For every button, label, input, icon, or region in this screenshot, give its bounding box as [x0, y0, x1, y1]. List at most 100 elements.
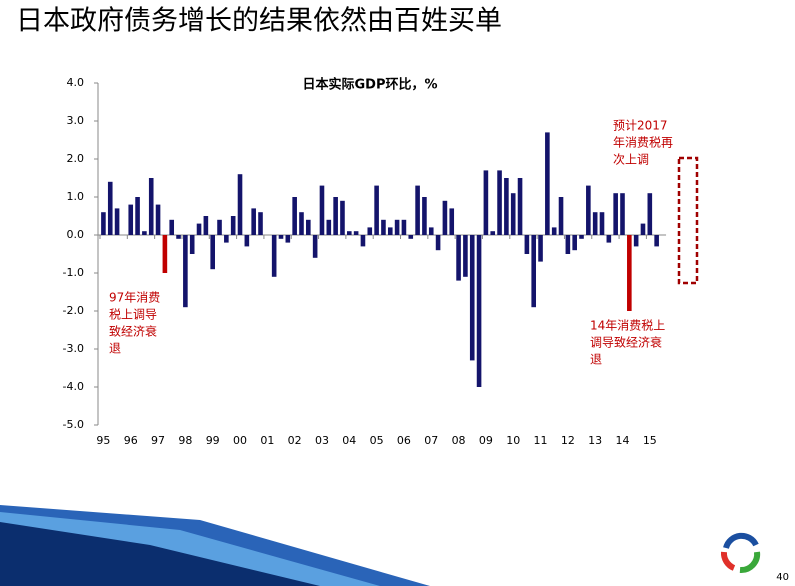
y-tick-label: 0.0 — [67, 228, 85, 241]
bar — [531, 235, 537, 308]
bar — [148, 178, 154, 235]
bar — [189, 235, 195, 254]
x-tick-label: 01 — [260, 434, 274, 447]
annotation: 预计2017 — [613, 119, 668, 133]
x-tick-label: 09 — [479, 434, 493, 447]
annotation: 税上调导 — [109, 308, 157, 322]
bar — [333, 197, 338, 235]
x-tick-label: 00 — [233, 434, 247, 447]
y-tick-label: 2.0 — [67, 152, 85, 165]
bar — [456, 235, 461, 281]
bar — [463, 235, 468, 277]
bar — [647, 193, 653, 235]
bar — [558, 197, 564, 235]
bar — [237, 174, 243, 235]
x-tick-label: 14 — [615, 434, 629, 447]
bar — [224, 235, 229, 243]
annotation: 退 — [109, 342, 121, 356]
y-tick-label: 4.0 — [67, 76, 85, 89]
bar — [374, 185, 379, 235]
x-tick-label: 96 — [124, 434, 138, 447]
bar — [230, 216, 236, 235]
bar — [627, 235, 632, 311]
bar — [606, 235, 612, 243]
bar — [278, 235, 284, 239]
annotation: 年消费税再 — [613, 136, 673, 150]
bar — [401, 219, 407, 235]
x-tick-label: 05 — [370, 434, 384, 447]
bar — [340, 200, 345, 235]
bar — [319, 185, 325, 235]
x-tick-label: 07 — [424, 434, 438, 447]
bar — [299, 212, 304, 235]
y-tick-label: -1.0 — [63, 266, 84, 279]
x-tick-label: 97 — [151, 434, 165, 447]
bar — [435, 235, 441, 251]
bar — [101, 212, 106, 235]
x-tick-label: 04 — [342, 434, 356, 447]
bar — [353, 231, 359, 235]
bar — [620, 193, 625, 235]
y-tick-label: 3.0 — [67, 114, 85, 127]
bar — [292, 197, 297, 235]
bar — [169, 219, 175, 235]
bar — [579, 235, 584, 239]
bar — [203, 216, 209, 235]
chart-title: 日本实际GDP环比，% — [302, 77, 437, 93]
bar — [306, 219, 311, 235]
y-tick-label: -4.0 — [63, 380, 84, 393]
bar — [346, 231, 352, 235]
bar — [545, 132, 550, 235]
bar — [449, 208, 455, 235]
bar — [613, 193, 618, 235]
bar — [408, 235, 414, 239]
x-tick-label: 99 — [206, 434, 220, 447]
bar — [428, 227, 434, 235]
y-tick-label: -3.0 — [63, 342, 84, 355]
bar — [469, 235, 475, 361]
bar — [387, 227, 393, 235]
bar — [244, 235, 250, 247]
annotation: 97年消费 — [109, 291, 160, 305]
bar — [128, 204, 134, 235]
bar — [367, 227, 373, 235]
bar — [135, 197, 140, 235]
annotation: 14年消费税上 — [590, 319, 665, 333]
bar — [586, 185, 591, 235]
bar — [285, 235, 291, 243]
bar — [592, 212, 598, 235]
forecast-box — [677, 156, 699, 285]
x-tick-label: 02 — [288, 434, 302, 447]
bar — [442, 200, 448, 235]
annotation: 次上调 — [613, 153, 649, 167]
bar — [565, 235, 571, 254]
bar — [633, 235, 639, 247]
bar — [251, 208, 256, 235]
bar — [142, 231, 147, 235]
bar — [517, 178, 523, 235]
bar — [326, 219, 332, 235]
bar — [271, 235, 277, 277]
bar — [497, 170, 502, 235]
bar — [196, 223, 202, 235]
bar — [654, 235, 659, 247]
bar — [176, 235, 181, 239]
y-tick-label: 1.0 — [67, 190, 85, 203]
bar — [210, 235, 215, 270]
y-tick-label: -5.0 — [63, 418, 84, 431]
bar — [155, 204, 161, 235]
bar — [258, 212, 263, 235]
bar — [394, 219, 400, 235]
bar — [572, 235, 577, 251]
x-tick-label: 10 — [506, 434, 520, 447]
bar — [551, 227, 557, 235]
bar — [422, 197, 427, 235]
page-number: 40 — [776, 572, 789, 583]
bar — [360, 235, 366, 247]
bar — [107, 181, 113, 235]
annotation: 致经济衰 — [109, 324, 157, 339]
x-tick-label: 06 — [397, 434, 411, 447]
bar — [599, 212, 605, 235]
bar — [538, 235, 543, 262]
bar — [524, 235, 530, 254]
